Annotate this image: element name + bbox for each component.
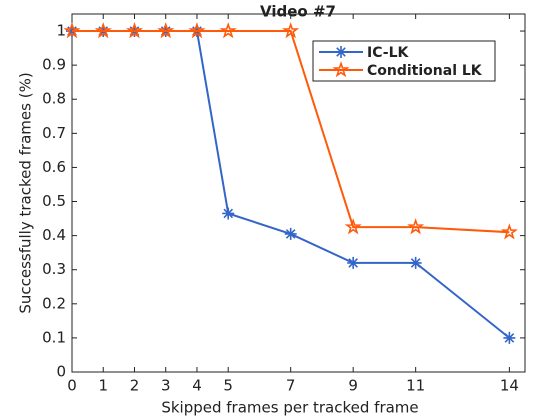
data-point: [284, 227, 297, 240]
y-tick-label: 0.6: [42, 158, 66, 176]
y-tick-label: 0.9: [42, 56, 66, 74]
data-point: [503, 331, 516, 344]
y-tick-label: 0.4: [42, 226, 66, 244]
data-point: [219, 22, 237, 39]
data-point: [500, 223, 518, 240]
data-point: [222, 207, 235, 220]
chart-title: Video #7: [260, 3, 336, 21]
y-tick-label: 0.8: [42, 90, 66, 108]
y-axis-label: Successfully tracked frames (%): [17, 72, 35, 313]
y-tick-label: 0.5: [42, 192, 66, 210]
x-tick-label: 5: [223, 377, 233, 395]
y-tick-label: 1: [56, 22, 66, 40]
x-axis-label: Skipped frames per tracked frame: [161, 399, 418, 417]
data-point: [407, 218, 425, 235]
y-tick-label: 0.2: [42, 294, 66, 312]
data-point: [347, 256, 360, 269]
legend-marker: [335, 46, 347, 58]
x-tick-label: 14: [500, 377, 519, 395]
x-tick-label: 4: [192, 377, 202, 395]
data-point: [63, 22, 81, 39]
data-point: [157, 22, 175, 39]
plot-frame: [71, 13, 526, 373]
data-point: [409, 256, 422, 269]
legend-label: IC-LK: [367, 45, 410, 61]
series-line: [72, 30, 510, 234]
data-point: [188, 22, 206, 39]
x-tick-label: 1: [98, 377, 108, 395]
x-tick-label: 11: [406, 377, 425, 395]
y-tick-label: 0.3: [42, 260, 66, 278]
data-point: [282, 22, 300, 39]
y-tick-label: 0.1: [42, 328, 66, 346]
y-tick-label: 0: [56, 363, 66, 381]
x-tick-label: 2: [130, 377, 140, 395]
x-tick-label: 7: [286, 377, 296, 395]
x-tick-label: 0: [67, 377, 77, 395]
data-point: [125, 22, 143, 39]
legend-label: Conditional LK: [367, 63, 483, 79]
x-tick-label: 9: [348, 377, 358, 395]
legend-marker: [332, 61, 350, 78]
x-tick-label: 3: [161, 377, 171, 395]
y-tick-label: 0.7: [42, 124, 66, 142]
data-point: [344, 218, 362, 235]
data-point: [94, 22, 112, 39]
